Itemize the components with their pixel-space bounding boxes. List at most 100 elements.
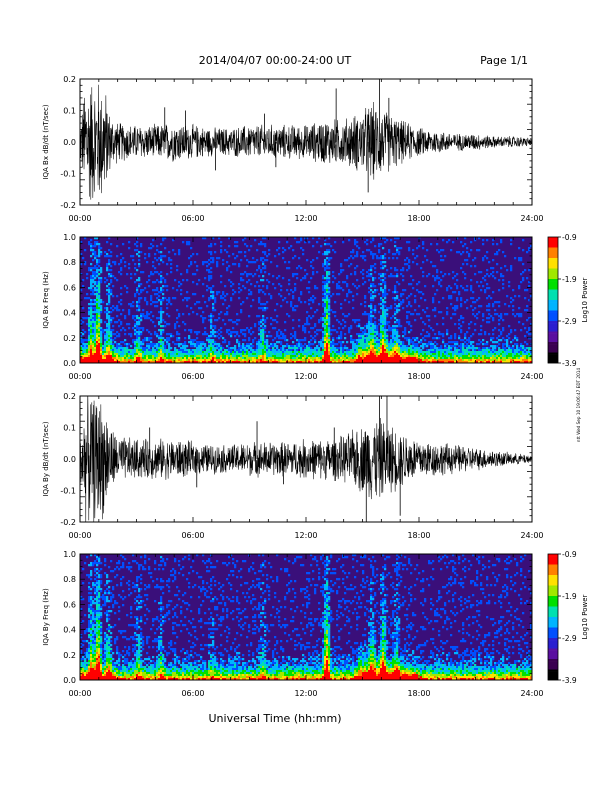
spectrogram-cell xyxy=(100,353,103,356)
spectrogram-cell xyxy=(530,317,533,320)
spectrogram-cell xyxy=(162,329,165,332)
spectrogram-cell xyxy=(266,361,269,364)
spectrogram-cell xyxy=(302,277,305,280)
spectrogram-cell xyxy=(292,341,295,344)
spectrogram-cell xyxy=(258,349,261,352)
spectrogram-cell xyxy=(98,337,101,340)
spectrogram-cell xyxy=(144,317,147,320)
spectrogram-cell xyxy=(154,289,157,292)
spectrogram-cell xyxy=(164,361,167,364)
spectrogram-cell xyxy=(402,351,405,354)
spectrogram-cell xyxy=(150,361,153,364)
spectrogram-cell xyxy=(312,351,315,354)
spectrogram-cell xyxy=(486,317,489,320)
spectrogram-cell xyxy=(290,345,293,348)
spectrogram-cell xyxy=(204,317,207,320)
spectrogram-cell xyxy=(440,279,443,282)
spectrogram-cell xyxy=(480,361,483,364)
spectrogram-cell xyxy=(384,321,387,324)
spectrogram-cell xyxy=(478,285,481,288)
spectrogram-cell xyxy=(388,325,391,328)
spectrogram-cell xyxy=(326,301,329,304)
spectrogram-cell xyxy=(152,239,155,242)
spectrogram-cell xyxy=(142,355,145,358)
spectrogram-cell xyxy=(340,307,343,310)
spectrogram-cell xyxy=(496,253,499,256)
spectrogram-cell xyxy=(312,315,315,318)
spectrogram-cell xyxy=(150,351,153,354)
spectrogram-cell xyxy=(448,361,451,364)
spectrogram-cell xyxy=(200,355,203,358)
spectrogram-cell xyxy=(262,291,265,294)
spectrogram-cell xyxy=(112,361,115,364)
spectrogram-cell xyxy=(346,357,349,360)
spectrogram-cell xyxy=(510,357,513,360)
spectrogram-cell xyxy=(428,359,431,362)
spectrogram-cell xyxy=(364,345,367,348)
spectrogram-cell xyxy=(522,361,525,364)
spectrogram-cell xyxy=(214,325,217,328)
spectrogram-cell xyxy=(450,295,453,298)
spectrogram-cell xyxy=(84,343,87,346)
spectrogram-cell xyxy=(92,311,95,314)
spectrogram-cell xyxy=(522,357,525,360)
spectrogram-cell xyxy=(168,351,171,354)
spectrogram-cell xyxy=(492,243,495,246)
spectrogram-cell xyxy=(348,329,351,332)
spectrogram-cell xyxy=(160,277,163,280)
spectrogram-cell xyxy=(168,323,171,326)
spectrogram-cell xyxy=(218,361,221,364)
spectrogram-cell xyxy=(228,347,231,350)
spectrogram-cell xyxy=(100,251,103,254)
spectrogram-cell xyxy=(340,345,343,348)
spectrogram-cell xyxy=(454,353,457,356)
spectrogram-cell xyxy=(204,359,207,362)
spectrogram-cell xyxy=(142,357,145,360)
spectrogram-cell xyxy=(366,353,369,356)
spectrogram-cell xyxy=(394,297,397,300)
spectrogram-cell xyxy=(470,287,473,290)
spectrogram-cell xyxy=(278,329,281,332)
spectrogram-cell xyxy=(140,361,143,364)
spectrogram-cell xyxy=(376,327,379,330)
spectrogram-cell xyxy=(90,245,93,248)
spectrogram-cell xyxy=(192,341,195,344)
spectrogram-cell xyxy=(226,313,229,316)
spectrogram-cell xyxy=(156,271,159,274)
spectrogram-cell xyxy=(92,307,95,310)
spectrogram-cell xyxy=(380,347,383,350)
spectrogram-cell xyxy=(522,349,525,352)
spectrogram-cell xyxy=(224,361,227,364)
spectrogram-cell xyxy=(426,351,429,354)
spectrogram-cell xyxy=(244,345,247,348)
spectrogram-cell xyxy=(316,333,319,336)
colorbar-segment xyxy=(548,291,558,294)
spectrogram-cell xyxy=(302,349,305,352)
spectrogram-cell xyxy=(148,343,151,346)
colorbar-segment xyxy=(548,258,558,261)
spectrogram-cell xyxy=(90,269,93,272)
spectrogram-cell xyxy=(130,353,133,356)
spectrogram-cell xyxy=(398,351,401,354)
spectrogram-cell xyxy=(392,355,395,358)
spectrogram-cell xyxy=(176,343,179,346)
spectrogram-cell xyxy=(110,265,113,268)
spectrogram-cell xyxy=(124,261,127,264)
spectrogram-cell xyxy=(326,361,329,364)
spectrogram-cell xyxy=(360,341,363,344)
spectrogram-cell xyxy=(124,349,127,352)
spectrogram-cell xyxy=(112,343,115,346)
spectrogram-cell xyxy=(212,303,215,306)
spectrogram-cell xyxy=(328,339,331,342)
spectrogram-cell xyxy=(326,333,329,336)
spectrogram-cell xyxy=(318,251,321,254)
spectrogram-cell xyxy=(526,343,529,346)
spectrogram-cell xyxy=(90,285,93,288)
spectrogram-cell xyxy=(370,315,373,318)
spectrogram-cell xyxy=(184,355,187,358)
spectrogram-cell xyxy=(118,333,121,336)
spectrogram-cell xyxy=(388,359,391,362)
spectrogram-cell xyxy=(180,347,183,350)
spectrogram-cell xyxy=(308,353,311,356)
spectrogram-cell xyxy=(184,329,187,332)
